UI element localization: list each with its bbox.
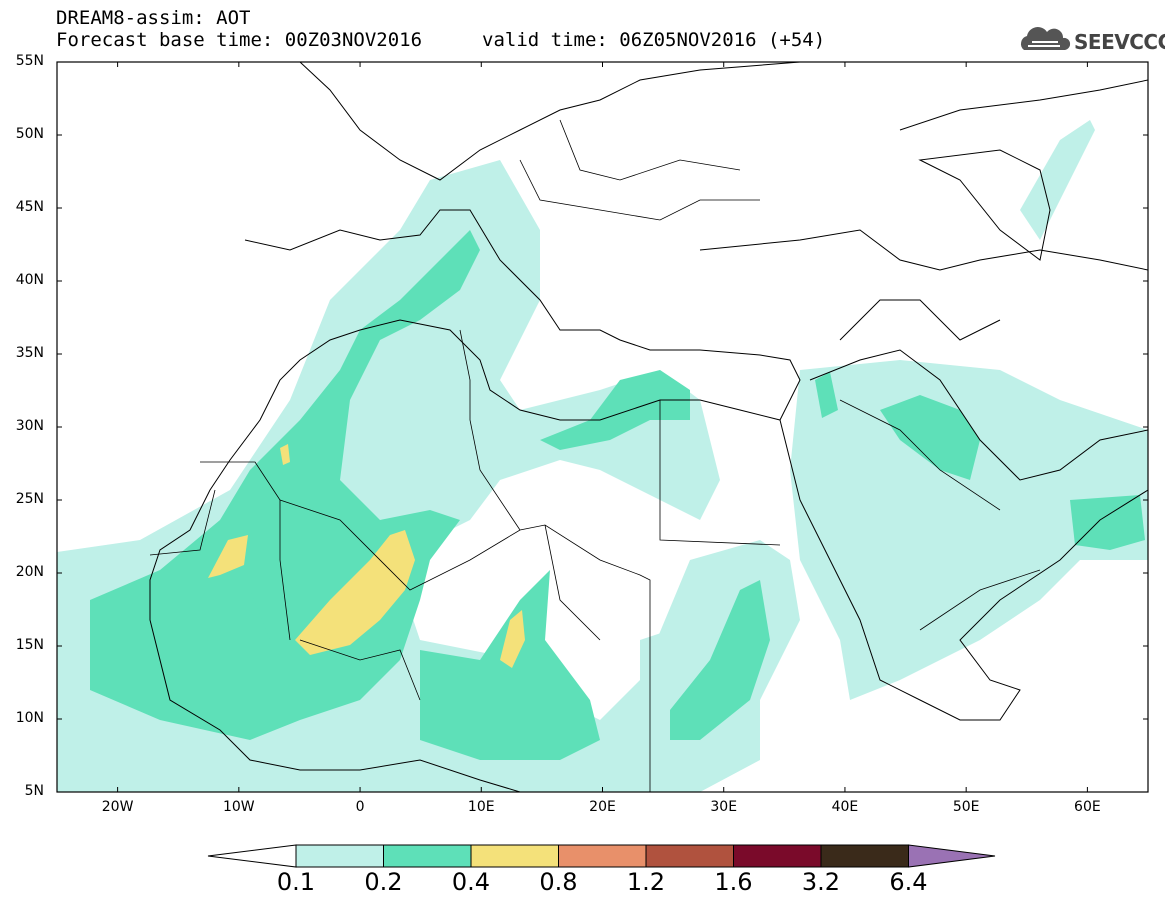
lat-label: 45N <box>15 199 44 215</box>
seevccc-logo: SEEVCCC <box>1018 24 1165 58</box>
colorbar-label: 1.2 <box>626 868 666 896</box>
axis-ticks <box>57 61 1148 793</box>
colorbar-low-extend <box>207 844 297 868</box>
colorbar-box <box>645 844 734 868</box>
colorbar-label: 1.6 <box>714 868 753 896</box>
lat-label: 30N <box>15 418 44 434</box>
logo-text: SEEVCCC <box>1074 30 1165 54</box>
lat-label: 20N <box>15 564 44 580</box>
lon-label: 0 <box>355 799 365 815</box>
colorbar-label: 0.1 <box>276 868 316 896</box>
lat-label: 15N <box>15 637 44 653</box>
lat-label: 50N <box>15 126 44 142</box>
country-borders <box>149 119 1041 792</box>
aot-field <box>57 62 1148 792</box>
lat-label: 5N <box>24 783 44 799</box>
lat-label: 25N <box>15 491 44 507</box>
cloud-icon <box>1020 27 1071 50</box>
colorbar-label: 3.2 <box>801 868 841 896</box>
colorbar-box <box>733 844 822 868</box>
lon-label: 20W <box>101 799 134 815</box>
lon-label: 40E <box>831 799 859 815</box>
colorbar-box <box>558 844 647 868</box>
colorbar-box <box>470 844 559 868</box>
lat-label: 55N <box>15 53 44 69</box>
lon-label: 10E <box>467 799 495 815</box>
colorbar-box <box>820 844 909 868</box>
lon-label: 30E <box>710 799 738 815</box>
colorbar-high-extend <box>908 844 996 868</box>
colorbar-label: 0.8 <box>539 868 578 896</box>
lat-label: 35N <box>15 345 44 361</box>
colorbar-box <box>383 844 472 868</box>
lon-label: 10W <box>222 799 255 815</box>
aot-level-0.4 <box>208 444 525 668</box>
colorbar-label: 0.2 <box>364 868 403 896</box>
lat-label: 40N <box>15 272 44 288</box>
colorbar-label: 0.4 <box>451 868 491 896</box>
map-title: DREAM8-assim: AOT <box>56 7 251 29</box>
lon-label: 20E <box>589 799 616 815</box>
colorbar-box <box>295 844 384 868</box>
coastlines <box>57 62 1148 792</box>
lon-label: 50E <box>952 799 980 815</box>
forecast-base-time: Forecast base time: 00Z03NOV2016 <box>56 29 423 51</box>
lat-label: 10N <box>15 710 44 726</box>
colorbar-label: 6.4 <box>889 868 928 896</box>
lon-label: 60E <box>1074 799 1101 815</box>
valid-time: valid time: 06Z05NOV2016 (+54) <box>482 29 826 51</box>
